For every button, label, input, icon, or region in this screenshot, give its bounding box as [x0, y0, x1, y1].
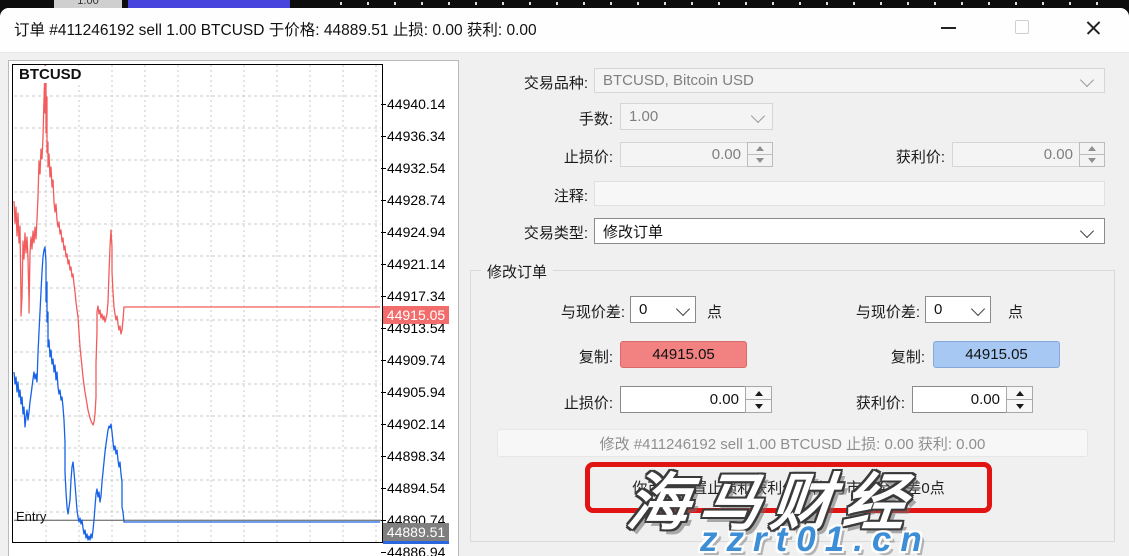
axis-tick — [381, 264, 386, 265]
stoploss-spinner[interactable] — [747, 142, 773, 167]
chevron-down-icon — [1079, 72, 1095, 88]
maximize-icon — [1015, 20, 1029, 34]
axis-price-label: 44894.54 — [387, 480, 446, 496]
symbol-combobox[interactable]: BTCUSD, Bitcoin USD — [594, 68, 1105, 93]
chart-symbol-label: BTCUSD — [17, 66, 84, 83]
spin-up-icon[interactable] — [1079, 142, 1105, 155]
background-blue-fragment — [128, 0, 290, 8]
window-title: 订单 #411246192 sell 1.00 BTCUSD 于价格: 4488… — [14, 22, 537, 39]
axis-tick — [381, 392, 386, 393]
price-chart[interactable]: BTCUSD Entry — [12, 64, 383, 543]
spin-up-icon[interactable] — [745, 386, 772, 400]
axis-tick — [381, 232, 386, 233]
chart-panel: BTCUSD Entry 44940.14 44936.34 44932.54 449… — [8, 60, 459, 556]
axis-tick — [381, 328, 386, 329]
spin-down-icon[interactable] — [745, 400, 772, 413]
axis-price-label: 44936.34 — [387, 128, 446, 144]
bid-tag-underline — [383, 541, 449, 545]
axis-price-label: 44905.94 — [387, 384, 446, 400]
spin-up-icon[interactable] — [747, 142, 773, 155]
axis-tick — [381, 456, 386, 457]
chevron-down-icon — [970, 301, 986, 317]
axis-price-label: 44886.94 — [387, 544, 446, 556]
axis-tick — [381, 136, 386, 137]
copy-bid-button[interactable]: 44915.05 — [933, 341, 1060, 368]
volume-label: 手数: — [578, 111, 613, 128]
copy-right-label: 复制: — [890, 349, 925, 366]
bid-price-tag: 44889.51 — [383, 523, 449, 542]
comment-label: 注释: — [553, 188, 588, 205]
chevron-down-icon — [1079, 223, 1095, 239]
copy-ask-button[interactable]: 44915.05 — [620, 341, 747, 368]
axis-tick — [381, 424, 386, 425]
hint-annotation-box: 你可以设置止损和获利价格,但与市价至少差0点 — [585, 462, 992, 513]
group-stoploss-label: 止损价: — [563, 395, 613, 412]
trade-type-label: 交易类型: — [523, 225, 588, 242]
group-legend: 修改订单 — [481, 261, 554, 282]
maximize-button[interactable] — [998, 8, 1044, 48]
diff-left-label: 与现价差: — [560, 304, 625, 321]
close-button[interactable] — [1070, 8, 1116, 48]
axis-price-label: 44924.94 — [387, 224, 446, 240]
group-takeprofit-label: 获利价: — [855, 395, 905, 412]
axis-price-label: 44928.74 — [387, 192, 446, 208]
chart-canvas — [13, 65, 381, 542]
volume-combobox[interactable]: 1.00 — [620, 103, 773, 130]
chevron-down-icon — [750, 108, 766, 124]
axis-tick — [381, 552, 386, 553]
entry-line-label: Entry — [16, 509, 47, 524]
price-axis: 44940.14 44936.34 44932.54 44928.74 44924.94… — [381, 64, 457, 556]
diff-left-unit: 点 — [707, 304, 723, 321]
takeprofit-input[interactable]: 0.00 — [952, 142, 1080, 167]
axis-price-label: 44921.14 — [387, 256, 446, 272]
stoploss-input[interactable]: 0.00 — [620, 142, 748, 167]
group-takeprofit-input[interactable]: 0.00 — [912, 386, 1007, 413]
axis-tick — [381, 488, 386, 489]
axis-tick — [381, 296, 386, 297]
background-tick-marks — [315, 2, 1115, 5]
takeprofit-label: 获利价: — [895, 149, 945, 166]
diff-right-combobox[interactable]: 0 — [925, 296, 991, 323]
copy-left-label: 复制: — [578, 349, 613, 366]
stoploss-label: 止损价: — [563, 149, 613, 166]
axis-price-label: 44898.34 — [387, 448, 446, 464]
group-stoploss-spinner[interactable] — [745, 386, 772, 413]
axis-price-label: 44909.74 — [387, 352, 446, 368]
chevron-down-icon — [675, 301, 691, 317]
axis-tick — [381, 104, 386, 105]
hint-text: 你可以设置止损和获利价格,但与市价至少差0点 — [632, 480, 945, 497]
spin-down-icon[interactable] — [747, 155, 773, 167]
trade-type-combobox[interactable]: 修改订单 — [594, 218, 1105, 244]
axis-price-label: 44917.34 — [387, 288, 446, 304]
group-stoploss-input[interactable]: 0.00 — [620, 386, 746, 413]
modify-order-group: 修改订单 — [470, 261, 1115, 542]
symbol-label: 交易品种: — [523, 75, 588, 92]
diff-right-unit: 点 — [1008, 304, 1024, 321]
axis-tick — [381, 168, 386, 169]
axis-price-label: 44940.14 — [387, 96, 446, 112]
ask-line — [13, 65, 380, 426]
spin-up-icon[interactable] — [1006, 386, 1033, 400]
minimize-button[interactable] — [925, 8, 971, 48]
axis-tick — [381, 200, 386, 201]
title-bar[interactable]: 订单 #411246192 sell 1.00 BTCUSD 于价格: 4488… — [0, 8, 1129, 53]
diff-right-label: 与现价差: — [855, 304, 920, 321]
axis-tick — [381, 360, 386, 361]
axis-price-label: 44902.14 — [387, 416, 446, 432]
background-lot-fragment: 1.00 — [54, 0, 122, 8]
takeprofit-spinner[interactable] — [1079, 142, 1105, 167]
spin-down-icon[interactable] — [1006, 400, 1033, 413]
axis-price-label: 44932.54 — [387, 160, 446, 176]
minimize-icon — [941, 27, 956, 29]
modify-order-button[interactable]: 修改 #411246192 sell 1.00 BTCUSD 止损: 0.00 … — [497, 429, 1088, 457]
comment-input[interactable] — [594, 181, 1105, 206]
axis-tick — [381, 520, 386, 521]
spin-down-icon[interactable] — [1079, 155, 1105, 167]
group-takeprofit-spinner[interactable] — [1006, 386, 1033, 413]
bid-line — [13, 246, 380, 541]
dialog-window: 订单 #411246192 sell 1.00 BTCUSD 于价格: 4488… — [0, 8, 1129, 556]
diff-left-combobox[interactable]: 0 — [630, 296, 696, 323]
ask-price-tag: 44915.05 — [383, 306, 449, 325]
